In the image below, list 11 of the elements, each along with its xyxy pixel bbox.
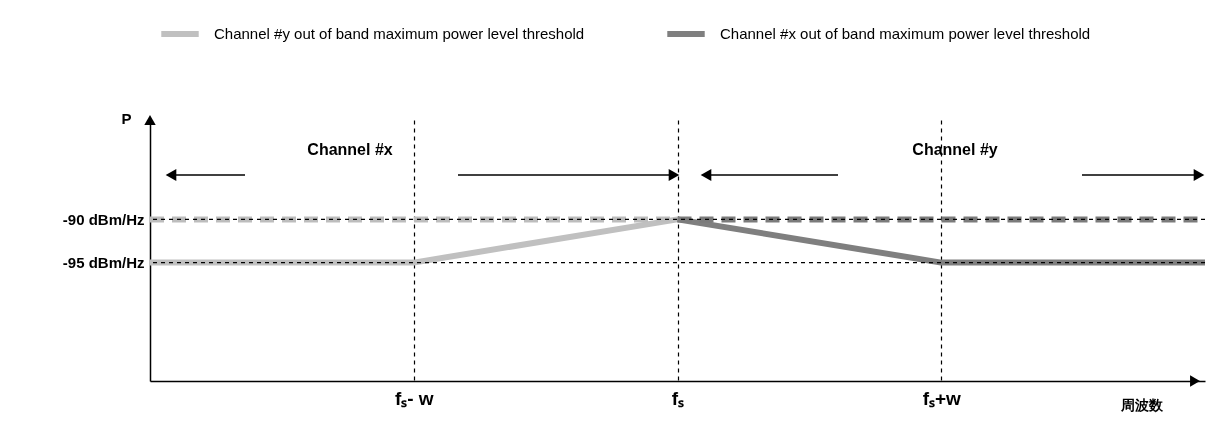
x-tick-label: fₛ+w [922, 387, 962, 409]
annotation: Channel #y [912, 141, 998, 158]
y-tick-label: -95 dBm/Hz [62, 254, 145, 272]
x-tick-label: fₛ- w [394, 387, 434, 409]
x-axis-title: 周波数 [1119, 396, 1164, 413]
annotation: Channel #x [307, 141, 393, 158]
y-axis-title: P [121, 109, 132, 127]
legend-label: Channel #x out of band maximum power level threshold [720, 25, 1091, 42]
x-tick-label: fₛ [671, 387, 685, 409]
legend-label: Channel #y out of band maximum power level threshold [214, 25, 585, 42]
y-tick-label: -90 dBm/Hz [62, 210, 145, 228]
